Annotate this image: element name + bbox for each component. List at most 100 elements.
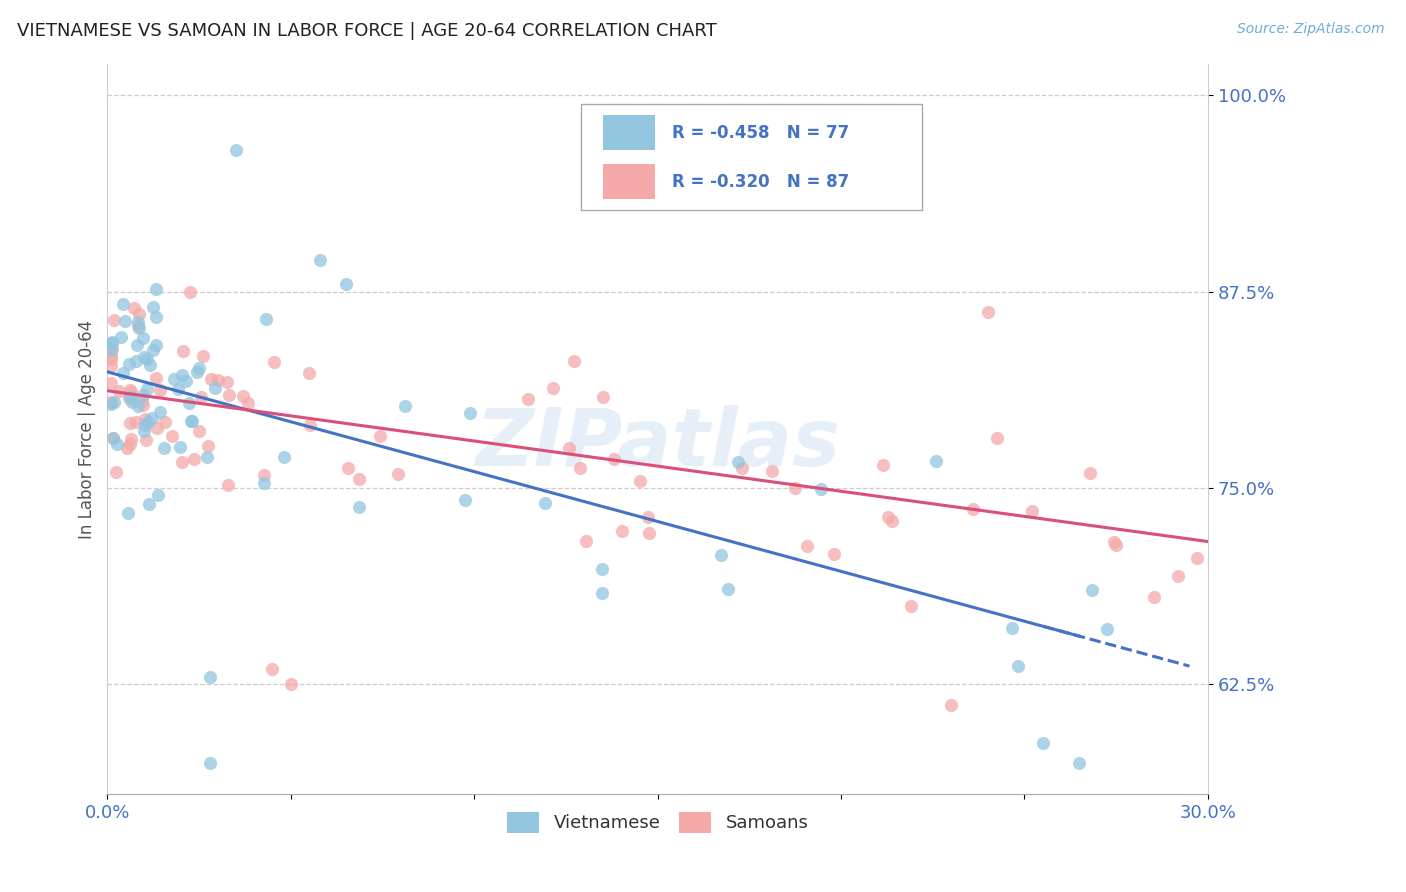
Point — [101, 432, 124, 446]
Point — [145, 282, 167, 296]
Point — [117, 506, 139, 520]
Point — [183, 451, 205, 466]
Point — [120, 384, 142, 399]
Point — [731, 461, 754, 475]
Point — [138, 496, 160, 510]
Point — [127, 399, 149, 413]
Point — [262, 662, 284, 676]
Point — [105, 437, 128, 451]
Point — [569, 461, 592, 475]
Point — [591, 562, 613, 576]
Point — [880, 514, 903, 528]
Point — [190, 390, 212, 404]
Point — [1142, 591, 1164, 605]
Point — [118, 390, 141, 404]
Point — [132, 350, 155, 364]
Point — [204, 381, 226, 395]
Point — [1102, 535, 1125, 549]
Point — [100, 350, 122, 364]
Point — [368, 428, 391, 442]
Point — [823, 547, 845, 561]
Point — [610, 524, 633, 538]
Text: ZIPatlas: ZIPatlas — [475, 405, 841, 483]
Point — [253, 467, 276, 482]
Point — [710, 548, 733, 562]
Point — [112, 297, 135, 311]
Point — [163, 372, 186, 386]
Point — [872, 458, 894, 472]
Point — [139, 358, 162, 372]
Point — [347, 472, 370, 486]
Point — [761, 465, 783, 479]
Point — [172, 343, 194, 358]
Point — [148, 488, 170, 502]
Point — [628, 475, 651, 489]
Point — [558, 442, 581, 456]
Point — [134, 418, 156, 433]
Point — [1078, 466, 1101, 480]
Point — [111, 366, 134, 380]
Point — [810, 482, 832, 496]
Point — [186, 365, 208, 379]
Point — [100, 343, 122, 357]
Point — [100, 397, 122, 411]
Bar — [603, 115, 655, 150]
Point — [280, 677, 302, 691]
Point — [394, 400, 416, 414]
Point — [134, 412, 156, 426]
Point — [118, 416, 141, 430]
Point — [298, 367, 321, 381]
Text: R = -0.458   N = 77: R = -0.458 N = 77 — [672, 123, 849, 142]
Point — [142, 301, 165, 315]
Point — [136, 382, 159, 396]
Point — [727, 454, 749, 468]
Point — [1069, 756, 1091, 770]
Point — [131, 388, 153, 402]
Point — [179, 285, 201, 299]
Point — [188, 361, 211, 376]
Point — [127, 315, 149, 329]
Point — [637, 526, 659, 541]
Point — [236, 395, 259, 409]
Point — [149, 405, 172, 419]
Point — [225, 144, 247, 158]
Point — [110, 330, 132, 344]
Point — [142, 343, 165, 358]
Point — [104, 465, 127, 479]
Point — [195, 450, 218, 464]
Point — [103, 395, 125, 409]
Point — [986, 431, 1008, 445]
Point — [188, 424, 211, 438]
Point — [254, 311, 277, 326]
Point — [1032, 735, 1054, 749]
Point — [198, 756, 221, 770]
Point — [101, 335, 124, 350]
Point — [232, 389, 254, 403]
Point — [101, 431, 124, 445]
Point — [101, 334, 124, 349]
Text: VIETNAMESE VS SAMOAN IN LABOR FORCE | AGE 20-64 CORRELATION CHART: VIETNAMESE VS SAMOAN IN LABOR FORCE | AG… — [17, 22, 717, 40]
Point — [149, 383, 172, 397]
Point — [516, 392, 538, 407]
Point — [181, 414, 204, 428]
Point — [783, 481, 806, 495]
Point — [136, 415, 159, 429]
Point — [387, 467, 409, 482]
Point — [1007, 659, 1029, 673]
Point — [977, 305, 1000, 319]
Legend: Vietnamese, Samoans: Vietnamese, Samoans — [499, 805, 815, 840]
Point — [253, 476, 276, 491]
Point — [120, 383, 142, 397]
Point — [298, 418, 321, 433]
Point — [132, 331, 155, 345]
Point — [100, 351, 122, 366]
Point — [193, 349, 215, 363]
Y-axis label: In Labor Force | Age 20-64: In Labor Force | Age 20-64 — [79, 319, 96, 539]
Point — [335, 277, 357, 291]
Point — [118, 391, 141, 405]
Point — [128, 321, 150, 335]
Point — [263, 355, 285, 369]
Point — [100, 376, 122, 391]
Point — [172, 455, 194, 469]
Point — [924, 453, 946, 467]
